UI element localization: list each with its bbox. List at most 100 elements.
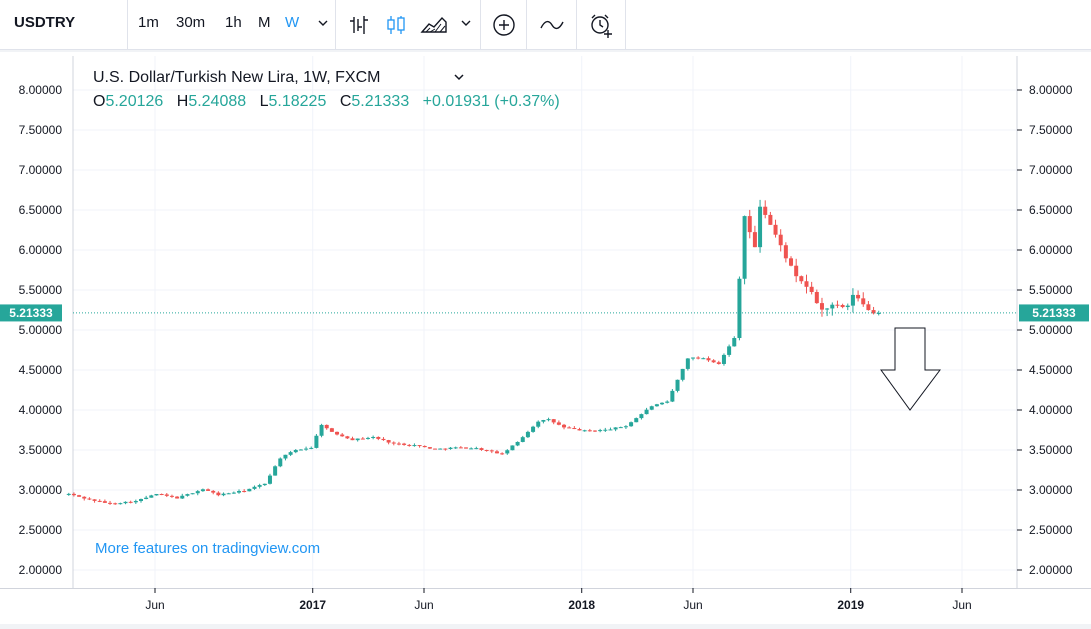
candle-body (752, 232, 757, 248)
candle-body (598, 430, 603, 432)
candle-body (412, 445, 417, 447)
x-tick-label: Jun (414, 598, 433, 612)
candle-body (298, 449, 303, 451)
candle-body (216, 492, 221, 496)
candle-body (845, 305, 850, 308)
candle-body (866, 304, 871, 311)
candle-body (618, 427, 623, 429)
interval-group: 1m 30m 1h M W (128, 0, 336, 50)
legend-change: +0.01931 (+0.37%) (423, 93, 560, 110)
candle-body (360, 438, 365, 440)
candle-body (608, 429, 613, 431)
add-compare-icon[interactable] (489, 10, 519, 40)
candle-body (649, 406, 654, 410)
candle-body (747, 216, 752, 233)
chart-grid (73, 56, 1017, 588)
chart-panel[interactable]: 8.00000 8.00000 7.50000 7.50000 7.00000 7.000… (0, 52, 1091, 624)
candle-body (448, 447, 453, 449)
y-tick-label-left: 4.50000 (19, 363, 63, 377)
legend-open-value: 5.20126 (105, 93, 163, 110)
candle-body (644, 409, 649, 415)
candle-body (293, 449, 298, 453)
candle-body (329, 428, 334, 432)
indicators-group (527, 0, 577, 50)
candle-body (742, 216, 747, 279)
x-tick-label: Jun (952, 598, 971, 612)
alert-clock-icon[interactable] (586, 10, 616, 40)
candle-body (489, 450, 494, 452)
candle-body (247, 488, 252, 492)
candle-body (592, 430, 597, 432)
chart-style-group (336, 0, 481, 50)
legend-close-label: C (340, 93, 352, 110)
candle-body (66, 493, 71, 495)
bar-chart-icon[interactable] (344, 10, 374, 40)
y-tick-label-left: 7.00000 (19, 163, 63, 177)
y-tick-label-left: 5.00000 (19, 323, 63, 337)
candle-body (159, 494, 164, 496)
candles-icon[interactable] (381, 10, 411, 40)
candle-body (438, 448, 443, 450)
chevron-down-icon[interactable] (454, 74, 464, 81)
interval-30m[interactable]: 30m (176, 14, 206, 31)
candle-body (623, 426, 628, 428)
candle-body (809, 286, 814, 292)
chevron-down-icon[interactable] (459, 14, 473, 32)
down-arrow-drawing[interactable] (880, 327, 941, 411)
indicators-icon[interactable] (537, 10, 567, 40)
candle-body (381, 438, 386, 441)
candle-body (510, 445, 515, 451)
interval-1h[interactable]: 1h (225, 14, 242, 31)
candle-body (267, 475, 272, 484)
candle-body (587, 430, 592, 432)
candle-body (190, 493, 195, 495)
price-badge-left: 5.21333 (0, 304, 62, 322)
y-tick-label-right: 2.00000 (1029, 563, 1073, 577)
candle-body (180, 495, 185, 499)
candle-body (169, 495, 174, 497)
interval-week[interactable]: W (285, 14, 300, 31)
candle-body (195, 491, 200, 494)
candle-body (737, 278, 742, 339)
candle-body (453, 447, 458, 449)
legend-high-label: H (177, 93, 189, 110)
interval-month[interactable]: M (258, 14, 271, 31)
candle-body (629, 422, 634, 427)
candle-body (113, 503, 118, 505)
price-badge-right: 5.21333 (1019, 304, 1089, 322)
candle-body (551, 419, 556, 423)
interval-1m[interactable]: 1m (138, 14, 159, 31)
candle-body (691, 357, 695, 359)
candle-body (92, 499, 97, 501)
candle-body (500, 453, 505, 455)
legend-ohlc: O5.20126 H5.24088 L5.18225 C5.21333 +0.0… (93, 93, 560, 110)
symbol-search[interactable]: USDTRY (0, 0, 128, 50)
y-tick-label-right: 7.00000 (1029, 163, 1073, 177)
chevron-down-icon[interactable] (316, 14, 330, 32)
x-tick-label: 2017 (299, 598, 326, 612)
candle-body (701, 358, 706, 360)
y-tick-label-right: 3.00000 (1029, 483, 1073, 497)
legend-title[interactable]: U.S. Dollar/Turkish New Lira, 1W, FXCM (93, 69, 380, 86)
y-tick-label-right: 4.50000 (1029, 363, 1073, 377)
area-chart-icon[interactable] (419, 10, 449, 40)
watermark-link[interactable]: More features on tradingview.com (95, 540, 320, 557)
price-badge-right-text: 5.21333 (1032, 306, 1076, 320)
candle-body (278, 458, 283, 467)
candles-layer (66, 199, 881, 505)
y-tick-label-left: 8.00000 (19, 83, 63, 97)
x-tick-label: 2018 (568, 598, 595, 612)
candle-body (696, 357, 701, 359)
price-axis-labels: 8.00000 8.00000 7.50000 7.50000 7.00000 7.000… (19, 83, 1073, 577)
candle-body (87, 498, 92, 500)
price-chart[interactable]: 8.00000 8.00000 7.50000 7.50000 7.00000 7.000… (0, 52, 1091, 624)
time-axis-labels: Jun 2017 Jun 2018 Jun 2019 Jun (145, 588, 972, 612)
y-tick-label-left: 5.50000 (19, 283, 63, 297)
y-tick-label-left: 3.50000 (19, 443, 63, 457)
candle-body (603, 429, 608, 431)
candle-body (386, 440, 391, 443)
legend-high-value: 5.24088 (188, 93, 246, 110)
candle-body (154, 494, 159, 496)
candle-body (680, 368, 685, 380)
candle-body (345, 436, 350, 439)
